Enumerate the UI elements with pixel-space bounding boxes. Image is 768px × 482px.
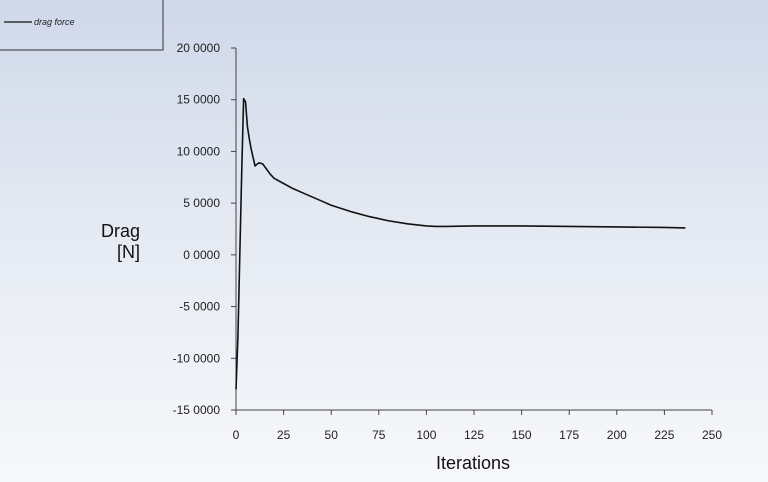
- x-tick-label: 0: [233, 428, 240, 442]
- x-tick-label: 50: [325, 428, 339, 442]
- y-ticks: 20 0000 15 0000 10 0000 5 0000 0 0000 -5 0000…: [173, 41, 236, 417]
- x-axis-label: Iterations: [436, 453, 510, 473]
- y-tick-label: -15 0000: [173, 403, 221, 417]
- x-tick-label: 200: [607, 428, 627, 442]
- y-axis-label-line2: [N]: [117, 242, 140, 262]
- legend: drag force: [0, 0, 164, 51]
- x-ticks: 0 25 50 75 100 125 150 175 200 225 250: [233, 410, 722, 442]
- y-tick-label: -10 0000: [173, 351, 221, 365]
- y-tick-label: 10 0000: [177, 144, 221, 158]
- x-tick-label: 75: [372, 428, 386, 442]
- y-tick-label: 15 0000: [177, 93, 221, 107]
- x-tick-label: 100: [416, 428, 436, 442]
- x-tick-label: 250: [702, 428, 722, 442]
- x-tick-label: 125: [464, 428, 484, 442]
- legend-box: [0, 0, 164, 51]
- y-axis-label-line1: Drag: [101, 221, 140, 241]
- x-tick-label: 175: [559, 428, 579, 442]
- x-tick-label: 150: [512, 428, 532, 442]
- y-tick-label: 20 0000: [177, 41, 221, 55]
- x-tick-label: 25: [277, 428, 291, 442]
- y-tick-label: -5 0000: [179, 300, 220, 314]
- x-tick-label: 225: [654, 428, 674, 442]
- legend-entry-label: drag force: [34, 17, 75, 27]
- y-tick-label: 5 0000: [183, 196, 220, 210]
- y-tick-label: 0 0000: [183, 248, 220, 262]
- drag-force-series-line: [235, 97, 686, 390]
